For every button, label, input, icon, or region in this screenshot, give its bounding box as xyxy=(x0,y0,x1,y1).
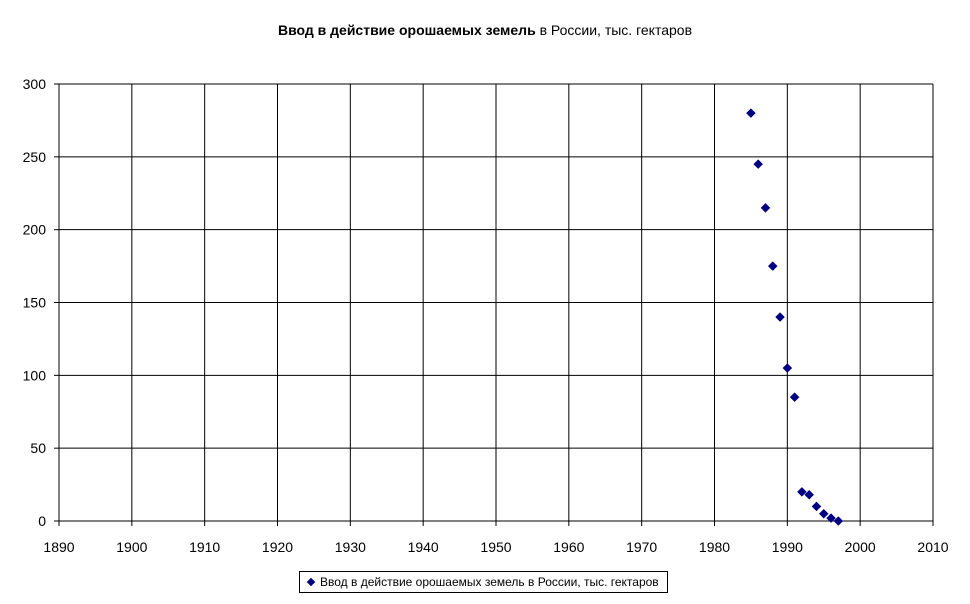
x-tick-label: 1910 xyxy=(189,539,220,555)
y-tick-label: 50 xyxy=(30,440,46,456)
data-point xyxy=(811,501,822,512)
x-tick-label: 2010 xyxy=(917,539,948,555)
chart-title-bold: Ввод в действие орошаемых земель xyxy=(277,22,536,38)
legend-diamond-icon xyxy=(306,577,316,587)
gridlines xyxy=(59,83,934,521)
x-tick-label: 1950 xyxy=(480,539,511,555)
data-point xyxy=(775,312,785,322)
x-tick-label: 2000 xyxy=(845,539,876,555)
y-tick-label: 150 xyxy=(23,295,47,311)
y-tick-label: 0 xyxy=(38,513,46,529)
x-tick-label: 1970 xyxy=(626,539,657,555)
data-point xyxy=(753,159,764,169)
data-point xyxy=(782,363,793,373)
x-tick-label: 1890 xyxy=(43,539,74,555)
legend-label: Ввод в действие орошаемых земель в Росси… xyxy=(320,575,659,589)
data-point xyxy=(760,202,771,213)
axes xyxy=(54,83,934,526)
x-tick-label: 1930 xyxy=(335,539,366,555)
x-tick-label: 1960 xyxy=(553,539,584,555)
data-points xyxy=(746,108,844,526)
data-point xyxy=(826,513,836,523)
tick-labels: 0 50 100 150 200 250 300 1890 1900 1910 1920 1930 19… xyxy=(23,76,949,555)
y-tick-label: 100 xyxy=(23,367,47,383)
y-tick-label: 250 xyxy=(23,149,47,165)
x-tick-label: 1990 xyxy=(772,539,803,555)
data-point xyxy=(818,508,829,519)
chart-title-rest: в России, тыс. гектаров xyxy=(535,22,693,38)
y-tick-label: 200 xyxy=(23,222,47,238)
data-point xyxy=(767,261,778,271)
x-tick-label: 1920 xyxy=(262,539,293,555)
data-point xyxy=(746,108,756,118)
x-tick-label: 1900 xyxy=(116,539,147,555)
data-point xyxy=(804,489,815,500)
x-tick-label: 1940 xyxy=(408,539,439,555)
chart-title: Ввод в действие орошаемых земель в Росси… xyxy=(0,22,970,38)
x-tick-label: 1980 xyxy=(699,539,730,555)
data-point xyxy=(789,392,800,403)
data-point xyxy=(797,487,807,497)
y-tick-label: 300 xyxy=(23,76,47,92)
data-point xyxy=(833,516,844,526)
legend: Ввод в действие орошаемых земель в Росси… xyxy=(299,571,668,593)
